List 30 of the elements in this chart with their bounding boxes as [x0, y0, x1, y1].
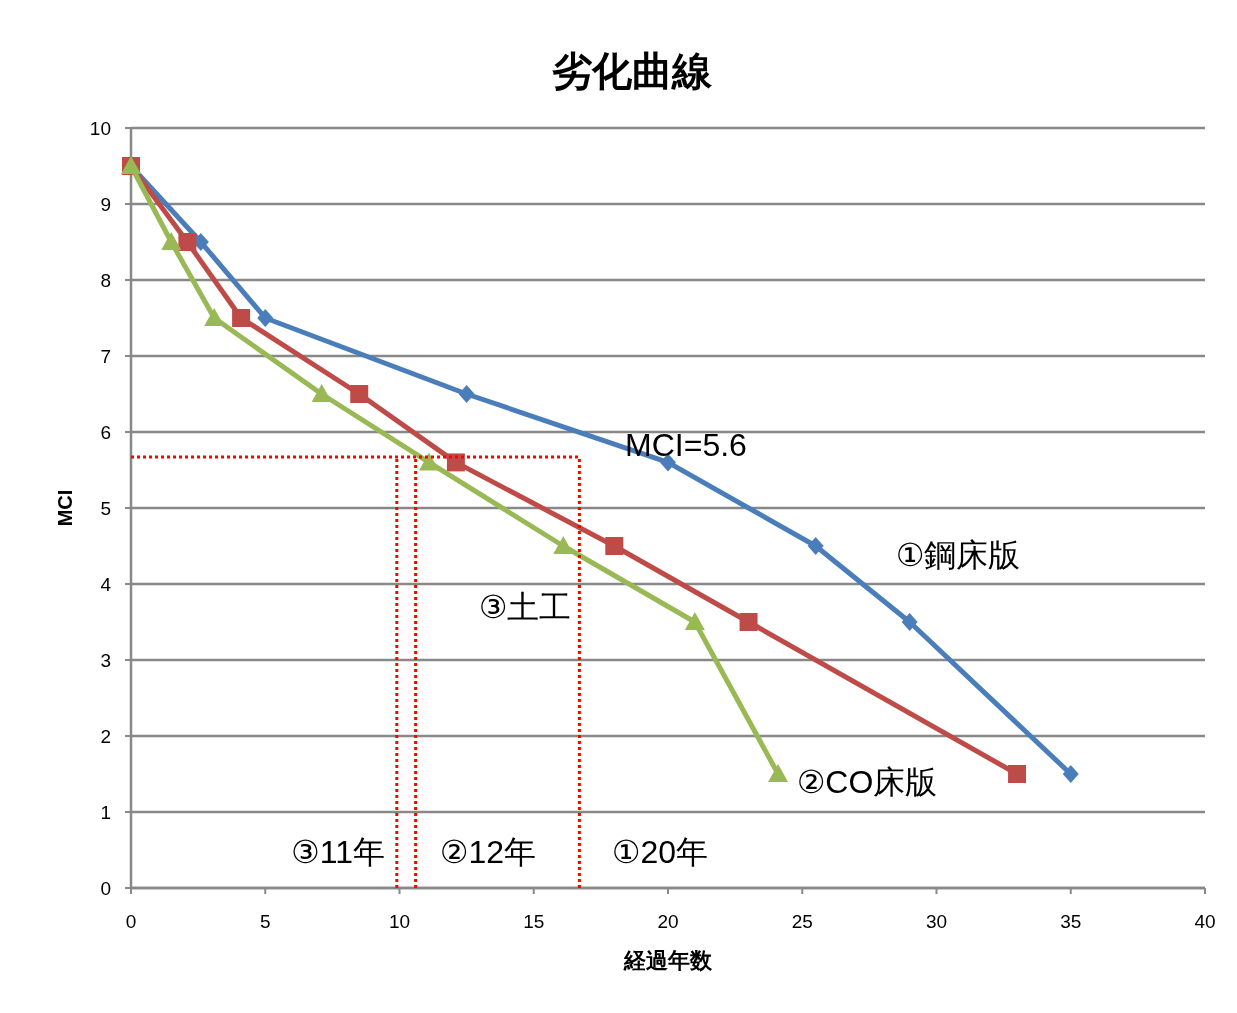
- x-tick-label: 5: [259, 911, 271, 932]
- y-tick-label: 6: [100, 422, 111, 443]
- annotation: ①20年: [611, 834, 709, 870]
- annotation: ②CO床版: [796, 764, 938, 800]
- y-tick-label: 1: [100, 802, 111, 823]
- y-tick-label: 5: [100, 498, 111, 519]
- x-tick-label: 40: [1194, 911, 1216, 932]
- y-tick-label: 10: [89, 118, 111, 139]
- x-tick-label: 35: [1060, 911, 1082, 932]
- y-tick-label: 4: [100, 574, 112, 595]
- x-tick-label: 10: [388, 911, 411, 932]
- y-tick-label: 9: [100, 194, 111, 215]
- y-tick-label: 7: [100, 346, 111, 367]
- y-axis-title: MCI: [54, 489, 76, 527]
- x-tick-label: 20: [657, 911, 679, 932]
- x-tick-label: 15: [523, 911, 545, 932]
- y-tick-label: 2: [100, 726, 111, 747]
- y-tick-label: 3: [100, 650, 111, 671]
- annotation: MCI=5.6: [625, 427, 747, 463]
- annotation: ①鋼床版: [895, 537, 1021, 573]
- x-tick-label: 0: [125, 911, 137, 932]
- annotation: ③土工: [478, 589, 572, 625]
- x-axis-title: 経過年数: [623, 948, 713, 973]
- y-tick-label: 0: [100, 878, 111, 899]
- x-tick-label: 25: [791, 911, 813, 932]
- annotation: ②12年: [439, 834, 537, 870]
- annotation: ③11年: [291, 834, 385, 870]
- y-tick-label: 8: [100, 270, 111, 291]
- chart-title: 劣化曲線: [552, 49, 713, 93]
- x-tick-label: 30: [925, 911, 948, 932]
